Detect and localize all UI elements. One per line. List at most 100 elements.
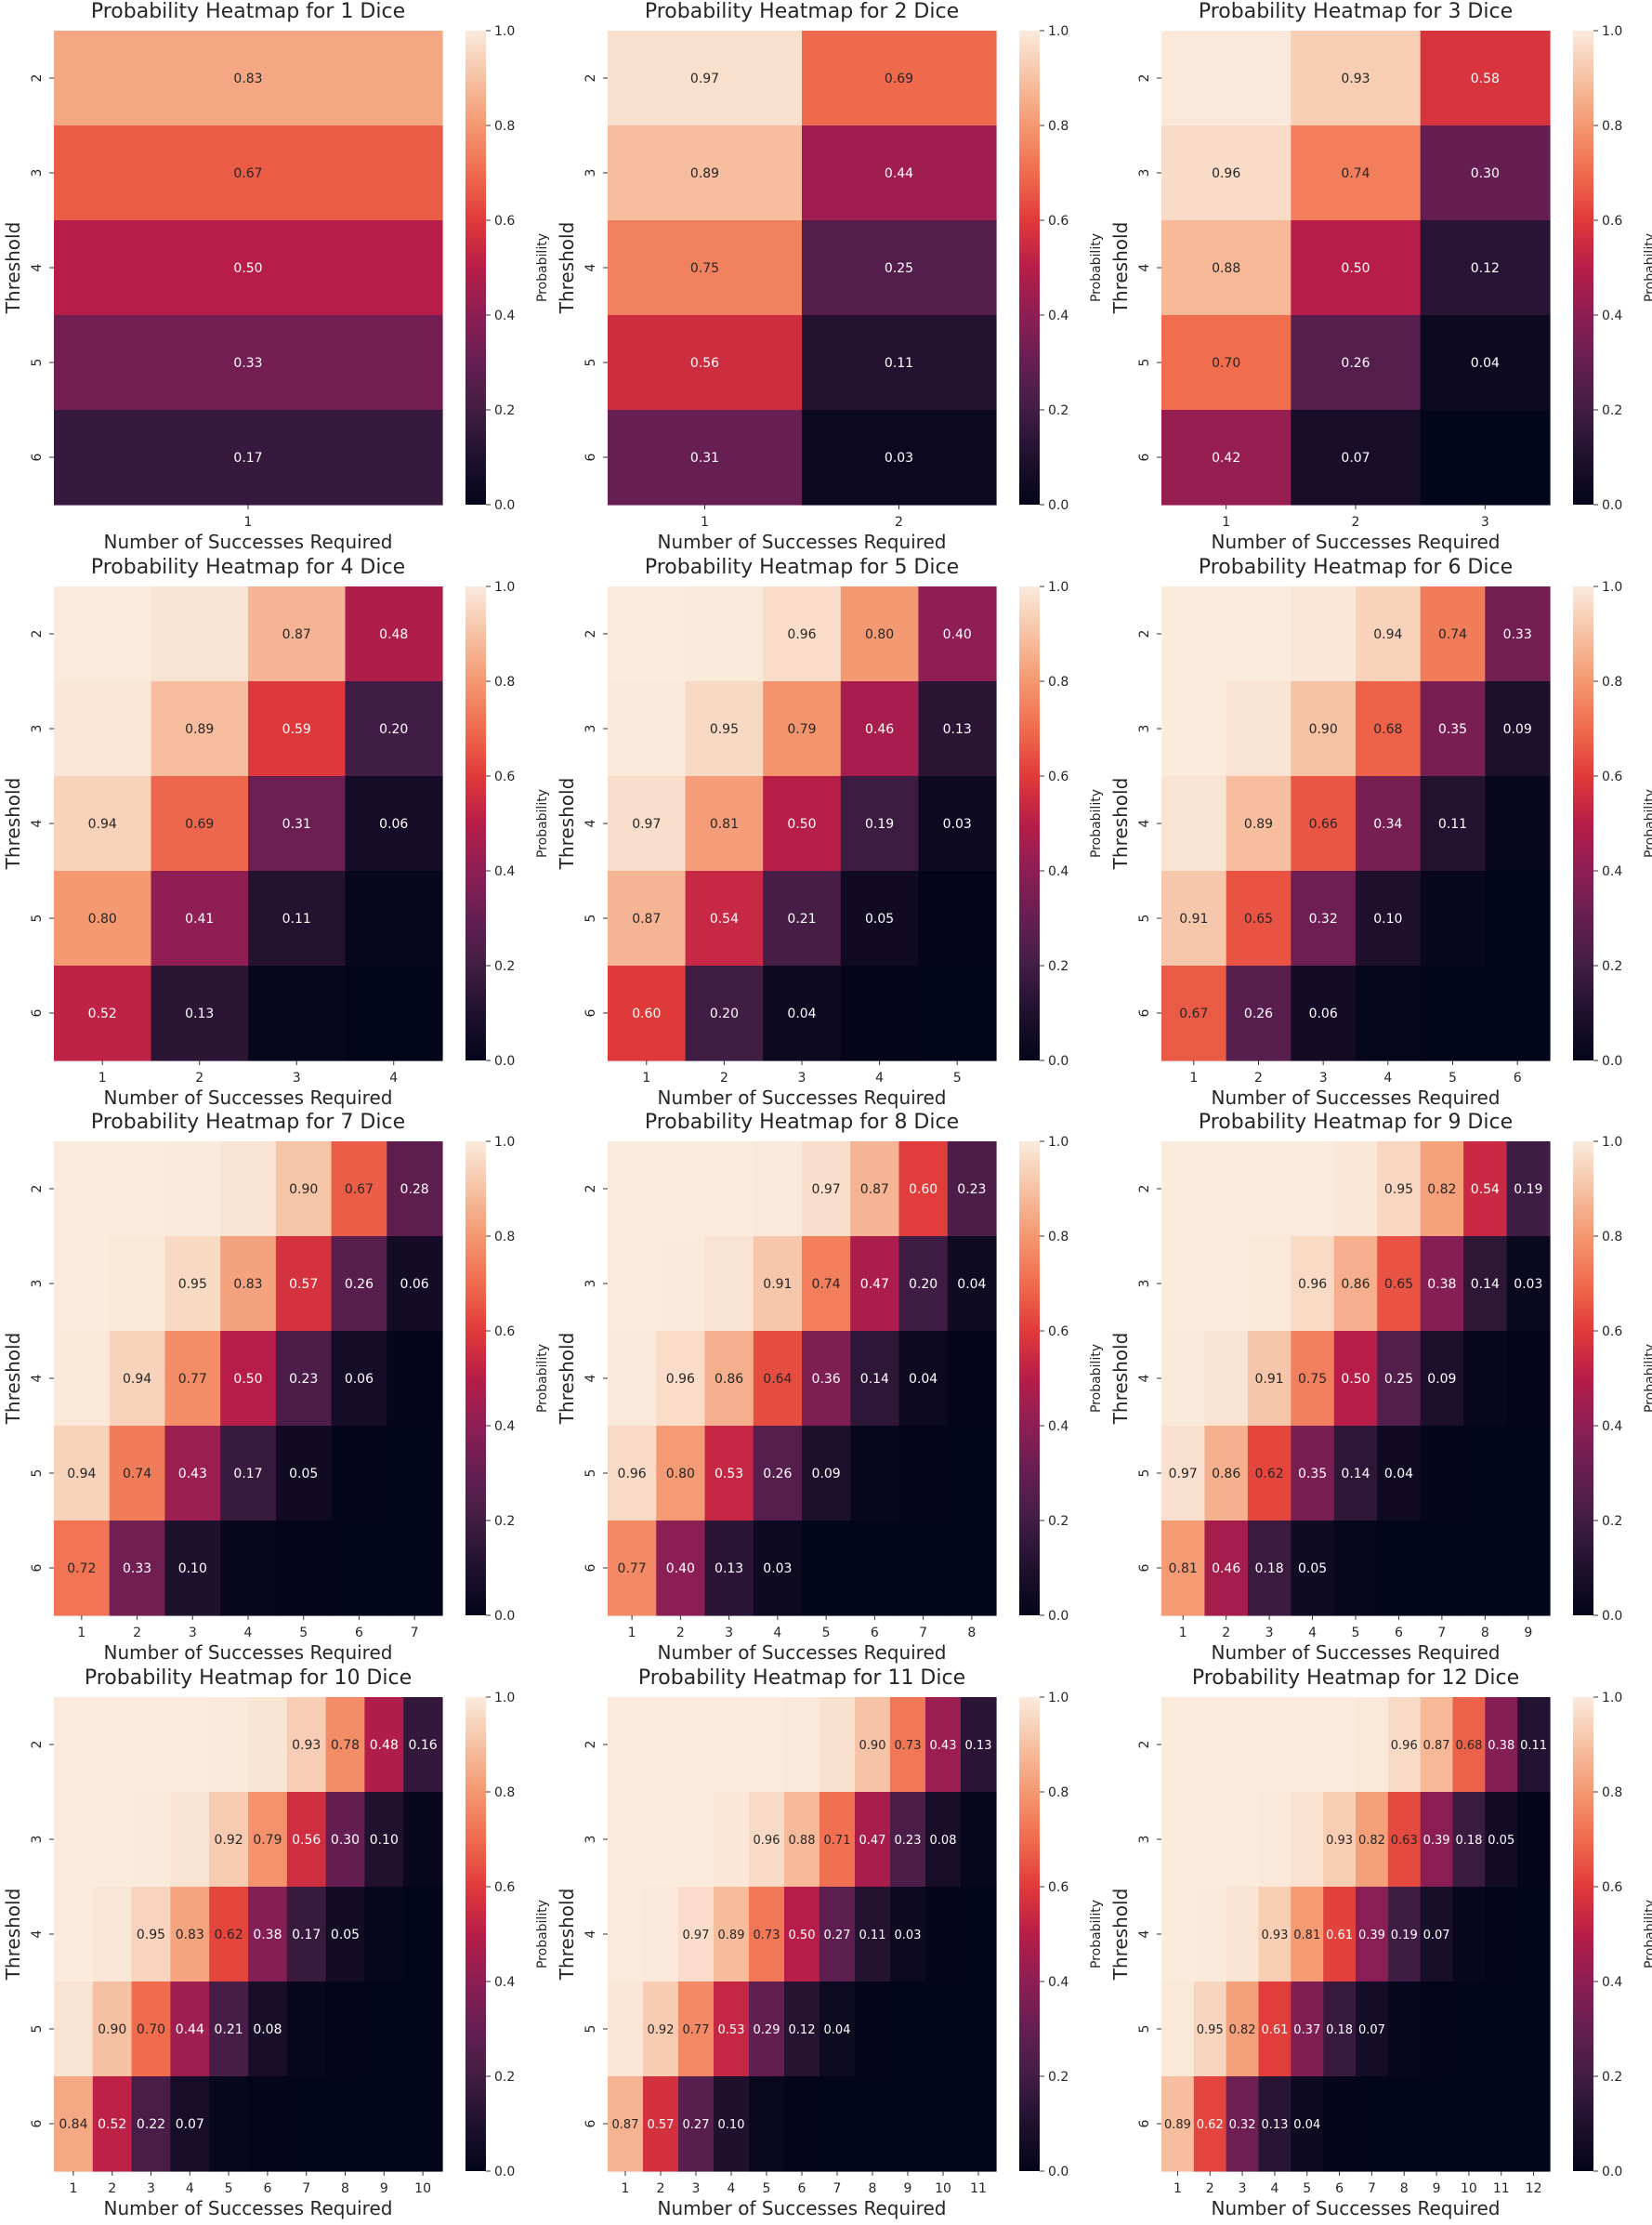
heatmap-cell [898,1426,949,1521]
heatmap-cell [1463,1236,1508,1332]
colorbar [1019,1141,1040,1615]
colorbar-tick-label: 0.8 [494,675,515,690]
heatmap-cell [1291,1697,1324,1793]
y-tick-label: 6 [1137,2119,1152,2127]
cell-annotation: 0.10 [178,1561,207,1576]
y-axis-label: Threshold [2,778,24,871]
colorbar-tick-label: 0.8 [1048,675,1069,690]
heatmap-panel-4: Probability Heatmap for 4 Dice 0.87 0.48 0.… [2,556,550,1109]
y-tick-label: 3 [1137,725,1152,733]
cell-annotation: 0.87 [612,2118,639,2132]
heatmap-cell [1161,1697,1195,1793]
heatmap-cell [345,681,443,777]
cell-annotation: 0.50 [787,817,816,832]
cell-annotation: 0.26 [1244,1007,1273,1021]
x-tick-label: 2 [895,515,903,530]
x-tick-label: 12 [1526,2181,1542,2196]
heatmap-cell [714,2076,750,2172]
y-tick-label: 2 [1137,74,1152,83]
cell-annotation: 0.31 [690,451,719,466]
y-tick-label: 5 [30,359,45,367]
y-tick-label: 6 [583,453,598,461]
colorbar-tick-label: 0.2 [1602,1514,1622,1529]
x-tick-label: 5 [1449,1071,1457,1086]
cell-annotation: 0.56 [690,356,719,371]
heatmap-cell [1204,1521,1249,1616]
heatmap-cell [1517,1697,1551,1793]
cell-annotation: 0.96 [754,1834,780,1848]
y-tick-label: 2 [30,74,45,83]
heatmap-cell [749,1697,785,1793]
cell-annotation: 0.73 [895,1739,922,1753]
colorbar-tick-label: 0.4 [494,309,515,323]
colorbar-tick-label: 0.4 [1048,1975,1069,1990]
heatmap-cell [961,1981,997,2077]
heatmap-cell [925,1981,962,2077]
heatmap-cell [608,1331,657,1427]
x-tick-label: 6 [1335,2181,1344,2196]
cell-annotation: 0.04 [787,1007,816,1021]
cell-annotation: 0.11 [1438,817,1467,832]
heatmap-cell [1323,1697,1357,1793]
heatmap-cell [1323,1981,1357,2077]
heatmap-cell [749,2076,785,2172]
cell-annotation: 0.97 [690,72,719,86]
heatmap-cell [714,1981,750,2077]
heatmap-cell [855,1697,891,1793]
heatmap-cell [1420,1141,1464,1237]
cell-annotation: 0.86 [1341,1277,1370,1292]
cell-annotation: 0.91 [1255,1372,1284,1387]
cell-annotation: 0.87 [632,912,661,927]
heatmap-cell [608,1792,644,1888]
colorbar-label: Probability [1089,789,1104,858]
heatmap-cell [54,681,152,777]
heatmap-cell [1377,1236,1422,1332]
x-tick-label: 2 [1206,2181,1214,2196]
heatmap-cell [714,1697,750,1793]
y-tick-label: 5 [583,915,598,923]
heatmap-cell [1506,1236,1551,1332]
colorbar-tick-label: 0.0 [1602,2165,1622,2179]
heatmap-cell [643,1887,679,1982]
x-tick-label: 5 [1352,1626,1360,1640]
heatmap-cell [248,966,347,1061]
y-tick-label: 5 [30,1469,45,1478]
heatmap-cell [209,1887,249,1982]
cell-annotation: 0.66 [1309,817,1338,832]
x-tick-label: 9 [904,2181,912,2196]
x-tick-label: 1 [77,1626,85,1640]
cell-annotation: 0.94 [67,1467,96,1481]
heatmap-cell [802,1141,851,1237]
heatmap-cell [1420,315,1551,411]
x-tick-label: 7 [919,1626,927,1640]
cell-annotation: 0.83 [176,1928,204,1942]
cell-annotation: 0.88 [789,1834,816,1848]
heatmap-cell [1226,681,1291,777]
cell-annotation: 0.33 [233,356,262,371]
cell-annotation: 0.42 [1212,451,1240,466]
heatmap-cell [1193,1887,1227,1982]
cell-annotation: 0.81 [1169,1561,1198,1576]
cell-annotation: 0.04 [824,2023,851,2037]
colorbar-tick-label: 0.4 [494,1419,515,1434]
x-axis-label: Number of Successes Required [658,1086,947,1109]
cell-annotation: 0.89 [1164,2118,1191,2132]
cell-annotation: 0.27 [824,1929,851,1942]
cell-annotation: 0.36 [812,1372,841,1387]
colorbar [465,1697,486,2171]
heatmap-cell [1161,681,1227,777]
heatmap-cell [325,1792,365,1888]
cell-annotation: 0.70 [1212,356,1240,371]
heatmap-cell [802,125,997,221]
colorbar-tick-label: 0.8 [1602,119,1622,134]
heatmap-cell [1420,1426,1464,1521]
cell-annotation: 0.80 [88,912,117,927]
colorbar-tick-label: 0.4 [1048,864,1069,879]
x-tick-label: 2 [1352,515,1360,530]
y-axis-label: Threshold [556,778,578,871]
x-tick-label: 9 [380,2181,388,2196]
cell-annotation: 0.34 [1373,817,1402,832]
heatmap-cell [54,125,443,221]
heatmap-cell [656,1236,706,1332]
heatmap-cell [325,2076,365,2172]
